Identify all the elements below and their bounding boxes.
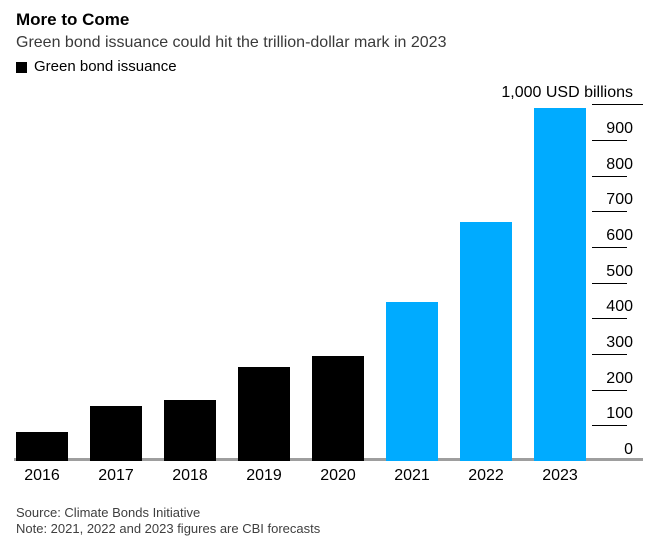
y-tick-label: 100 (606, 405, 633, 422)
legend: Green bond issuance (16, 58, 177, 76)
y-tick-label: 300 (606, 334, 633, 351)
chart-title: More to Come (16, 10, 130, 29)
y-tick-line (592, 318, 627, 319)
y-tick-line (592, 211, 627, 212)
x-tick-label-2021: 2021 (394, 467, 430, 484)
y-tick-label: 200 (606, 370, 633, 387)
chart-subtitle: Green bond issuance could hit the trilli… (16, 34, 447, 51)
y-tick-line (592, 283, 627, 284)
y-tick-line-top (592, 104, 643, 105)
bar-2018 (164, 400, 216, 461)
y-tick-label: 700 (606, 191, 633, 208)
source-text: Source: Climate Bonds Initiative (16, 505, 201, 520)
x-tick-label-2020: 2020 (320, 467, 356, 484)
x-tick-label-2017: 2017 (98, 467, 134, 484)
legend-swatch-icon (16, 61, 27, 73)
y-tick-label: 500 (606, 263, 633, 280)
y-tick-label: 400 (606, 298, 633, 315)
x-tick-label-2022: 2022 (468, 467, 504, 484)
bar-2022 (460, 222, 512, 461)
y-axis-unit-label: 1,000 USD billions (501, 84, 633, 101)
bar-2017 (90, 406, 142, 461)
y-tick-line (592, 354, 627, 355)
legend-label: Green bond issuance (34, 58, 177, 75)
y-tick-line (592, 390, 627, 391)
bar-2023 (534, 108, 586, 461)
bar-2019 (238, 367, 290, 461)
y-tick-line (592, 176, 627, 177)
y-tick-line (592, 247, 627, 248)
x-tick-label-2019: 2019 (246, 467, 282, 484)
y-tick-label: 900 (606, 120, 633, 137)
bar-2021 (386, 302, 438, 461)
y-tick-line (592, 425, 627, 426)
note-text: Note: 2021, 2022 and 2023 figures are CB… (16, 521, 321, 536)
x-tick-label-2018: 2018 (172, 467, 208, 484)
x-tick-label-2023: 2023 (542, 467, 578, 484)
x-tick-label-2016: 2016 (24, 467, 60, 484)
bar-2020 (312, 356, 364, 461)
y-tick-label: 600 (606, 227, 633, 244)
y-tick-line (592, 140, 627, 141)
y-tick-label: 800 (606, 156, 633, 173)
y-tick-label: 0 (624, 441, 633, 458)
bar-2016 (16, 432, 68, 461)
